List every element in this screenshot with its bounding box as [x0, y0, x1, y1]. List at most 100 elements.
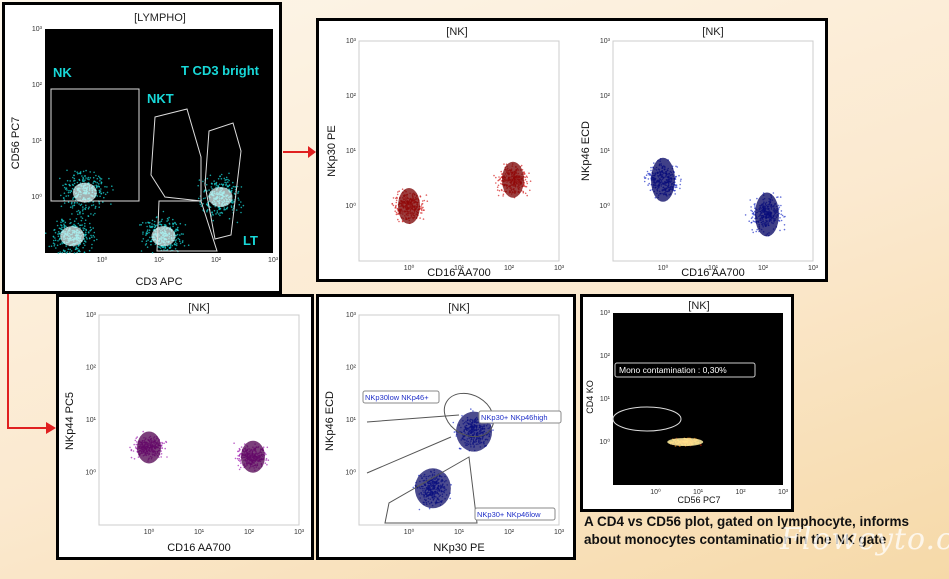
data-point: [56, 244, 59, 247]
y-tick-label: 10²: [86, 365, 97, 372]
data-point: [99, 180, 101, 182]
data-point: [83, 242, 85, 245]
data-point: [81, 210, 84, 212]
data-point: [90, 228, 93, 231]
data-point: [673, 189, 676, 192]
data-point: [232, 202, 234, 204]
data-point: [80, 219, 83, 222]
data-point: [240, 462, 242, 464]
data-point: [81, 224, 83, 226]
data-point: [163, 442, 165, 445]
gate-box: [474, 507, 556, 521]
data-point: [450, 484, 452, 486]
y-tick-label: 10³: [86, 312, 97, 319]
y-tick-label: 10³: [32, 26, 43, 33]
data-point: [220, 178, 223, 180]
data-point: [92, 201, 94, 203]
data-point: [239, 460, 241, 463]
data-point: [147, 239, 149, 241]
data-point: [780, 219, 783, 222]
data-point: [65, 252, 68, 254]
data-point: [233, 192, 236, 195]
nkp30-dots: [391, 161, 532, 225]
data-point: [100, 188, 102, 190]
data-point: [174, 239, 176, 242]
data-point: [66, 179, 69, 182]
data-point: [67, 248, 70, 250]
data-point: [218, 183, 221, 186]
data-point: [396, 213, 399, 215]
data-point: [179, 234, 181, 236]
data-point: [178, 238, 181, 241]
y-tick-label: 10¹: [346, 417, 357, 424]
cd4-heat: [667, 437, 704, 447]
data-point: [242, 204, 245, 207]
data-point: [215, 213, 217, 215]
data-point: [92, 234, 95, 237]
data-point: [396, 193, 399, 196]
x-ticks: 10⁰ 10¹ 10² 10³: [97, 256, 279, 264]
data-point: [86, 178, 89, 180]
y-tick-label: 10¹: [600, 148, 611, 155]
y-ticks: 10⁰ 10¹ 10² 10³: [599, 38, 610, 210]
data-point: [394, 210, 396, 212]
gate-label-nk: NK: [53, 65, 72, 80]
data-point: [92, 182, 94, 184]
data-point: [524, 173, 526, 175]
data-point: [678, 174, 680, 177]
data-point: [265, 457, 268, 460]
data-point: [395, 211, 398, 214]
data-point: [79, 172, 82, 175]
y-ticks: 10⁰ 10¹ 10² 10³: [345, 38, 356, 210]
data-point: [98, 191, 101, 193]
data-point: [750, 209, 752, 212]
data-point: [754, 207, 756, 210]
data-point: [210, 182, 213, 185]
data-point: [97, 175, 100, 178]
data-point: [231, 209, 234, 211]
data-point: [392, 197, 395, 199]
data-point: [82, 170, 85, 173]
y-tick-label: 10⁰: [31, 193, 42, 201]
data-point: [168, 216, 170, 219]
y-tick-label: 10²: [600, 353, 611, 360]
data-point: [76, 210, 78, 213]
x-tick-label: 10³: [294, 529, 305, 536]
data-point: [391, 202, 393, 205]
x-tick-label: 10¹: [454, 529, 465, 536]
data-point: [226, 185, 229, 188]
data-point: [176, 243, 178, 245]
data-point: [779, 217, 781, 219]
data-point: [54, 231, 57, 234]
y-tick-label: 10³: [600, 38, 611, 45]
data-point: [146, 230, 148, 233]
data-point: [64, 188, 67, 190]
x-axis-label: CD56 PC7: [677, 495, 720, 505]
data-point: [84, 244, 86, 247]
data-point: [646, 170, 649, 173]
data-point: [237, 192, 239, 194]
data-point: [135, 437, 137, 440]
data-point: [92, 204, 95, 206]
nkp44-plot-svg: [NK] CD16 AA700 NKp44 PC5 10⁰ 10¹ 10² 10³ 1…: [64, 302, 305, 554]
data-point: [495, 182, 497, 184]
data-point: [650, 169, 652, 172]
data-point: [78, 203, 80, 205]
data-point: [784, 215, 786, 218]
data-point: [77, 209, 80, 212]
data-point: [96, 181, 98, 184]
data-point: [675, 185, 677, 187]
x-tick-label: 10³: [268, 257, 279, 264]
data-point: [44, 232, 47, 234]
data-point: [171, 244, 173, 247]
data-point: [129, 446, 131, 449]
data-point: [139, 224, 141, 226]
data-point: [420, 212, 422, 214]
data-point: [92, 214, 95, 216]
data-point: [751, 210, 754, 213]
data-point: [140, 224, 142, 226]
data-point: [233, 201, 235, 203]
x-tick-label: 10¹: [194, 529, 205, 536]
data-point: [145, 243, 148, 245]
data-point: [208, 189, 210, 191]
